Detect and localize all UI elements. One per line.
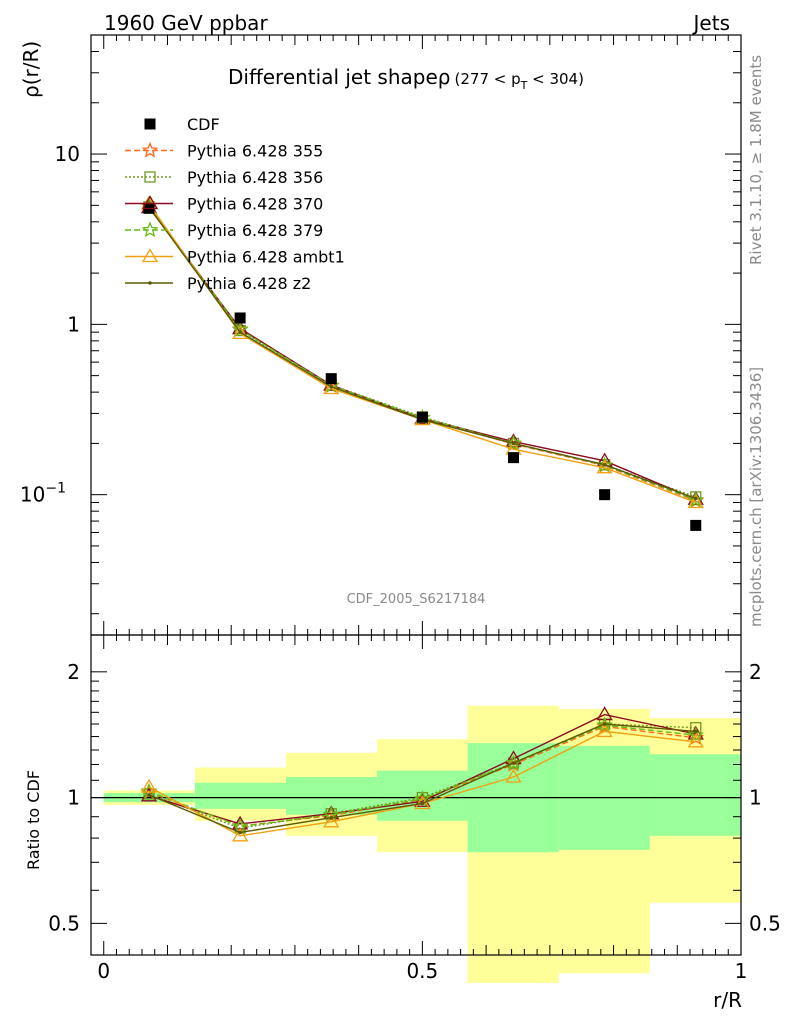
y-tick-label-base: 10 (20, 483, 45, 507)
legend-entry: Pythia 6.428 ambt1 (187, 248, 345, 267)
main-plot-series (140, 195, 704, 531)
plot-title-rho: ρ (438, 65, 451, 89)
y-tick-label-exponent: −1 (45, 481, 66, 497)
x-axis-label: r/R (713, 988, 742, 1012)
series-point (693, 496, 698, 501)
legend-marker (148, 281, 152, 285)
legend-marker (141, 141, 159, 158)
legend-entry: Pythia 6.428 355 (187, 142, 323, 161)
ratio-series-point (602, 722, 607, 726)
ratio-y-tick-label: 2 (67, 660, 80, 684)
ratio-y-tick-label-right: 0.5 (749, 911, 781, 935)
ratio-series-point (140, 778, 158, 793)
ratio-series-point (323, 813, 340, 828)
jets-label: Jets (692, 11, 730, 35)
ratio-series-point (511, 761, 516, 765)
ratio-series-point (231, 827, 249, 842)
ratio-series-point (420, 801, 425, 806)
y-tick-label: 1 (67, 312, 80, 336)
series-point (687, 494, 704, 509)
ratio-series-point (596, 723, 613, 738)
legend-entry: Pythia 6.428 z2 (187, 274, 311, 293)
plot-title-main: Differential jet shape (228, 65, 438, 89)
cdf-data-point (690, 519, 702, 531)
series-point (238, 330, 242, 334)
stat-uncertainty-band (649, 754, 741, 836)
analysis-id: CDF_2005_S6217184 (347, 592, 486, 607)
series-point (231, 325, 249, 340)
x-tick-label: 1 (735, 959, 748, 983)
ratio-uncertainty-bands (103, 705, 741, 983)
ratio-series-point (693, 729, 698, 734)
legend-entry: Pythia 6.428 356 (187, 168, 323, 187)
ratio-series-point (238, 830, 242, 835)
ratio-series-point (329, 815, 334, 820)
ratio-frame (90, 634, 742, 956)
legend-entry: Pythia 6.428 379 (187, 221, 323, 240)
cdf-data-point (234, 312, 246, 324)
cdf-data-point (508, 452, 519, 464)
ratio-series-point (505, 768, 522, 783)
stat-uncertainty-band (194, 782, 286, 809)
ratio-y-tick-label: 1 (67, 786, 80, 810)
legend-marker (141, 248, 159, 263)
legend-marker (141, 221, 159, 238)
cdf-data-point (416, 411, 428, 423)
series-point (511, 441, 516, 446)
mcplots-info: mcplots.cern.ch [arXiv:1306.3436] (747, 367, 765, 627)
ratio-y-tick-label-right: 2 (749, 660, 762, 684)
legend-entry: Pythia 6.428 370 (187, 195, 323, 214)
y-axis-label: ρ(r/R) (19, 41, 43, 98)
ratio-y-axis-label: Ratio to CDF (24, 770, 43, 870)
plot-title-range-end: < 304) (527, 70, 584, 88)
plot-title: Differential jet shapeρ (277 < pT < 304) (228, 65, 584, 92)
series-point (505, 434, 522, 451)
ratio-y-tick-label: 0.5 (48, 911, 80, 935)
plot-title-range: (277 < p (455, 70, 521, 88)
legend-marker (144, 118, 156, 130)
series-point (687, 491, 704, 508)
ratio-series-point (147, 793, 151, 797)
series-point (329, 384, 334, 389)
cdf-data-point (325, 373, 337, 385)
ratio-plot-axes: 0.5 0.51 12 20 0.5 1 (48, 634, 781, 983)
ratio-plot-series (140, 706, 704, 842)
ratio-series-point (687, 726, 704, 743)
x-tick-label: 0 (97, 959, 110, 983)
ratio-series-point (687, 733, 704, 748)
legend-marker (144, 171, 156, 183)
series-point (602, 462, 607, 467)
ratio-y-tick-label-right: 1 (749, 786, 762, 810)
legend-entry: CDF (187, 115, 220, 134)
x-tick-label: 0.5 (406, 959, 438, 983)
plot-title-sub: T (520, 79, 528, 92)
y-tick-label: 10−1 (20, 481, 66, 507)
energy-label: 1960 GeV ppbar (104, 11, 268, 35)
legend: CDF Pythia 6.428 355 Pythia 6.428 356 Pythi… (125, 115, 345, 293)
cdf-data-point (599, 489, 611, 501)
y-tick-label: 10 (55, 142, 80, 166)
rivet-info: Rivet 3.1.10, ≥ 1.8M events (747, 55, 765, 265)
ratio-series-point (596, 716, 613, 733)
legend-marker (141, 195, 159, 210)
